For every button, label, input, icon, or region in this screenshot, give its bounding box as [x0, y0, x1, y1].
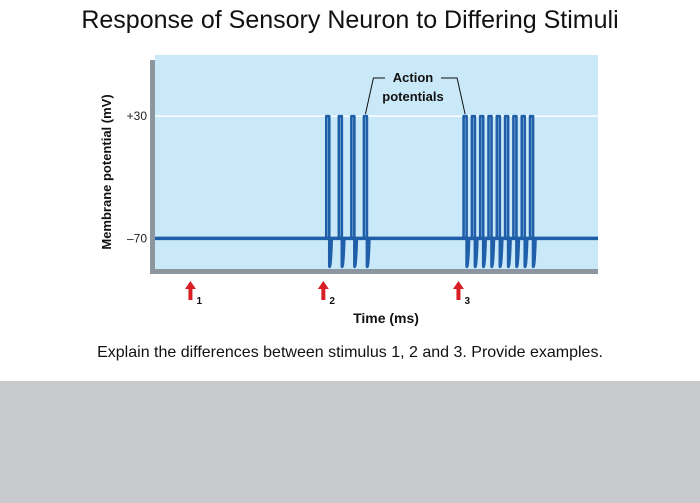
footer-panel	[0, 381, 700, 503]
stimulus-label: 3	[464, 296, 470, 307]
y-tick-label: +30	[127, 109, 148, 123]
action-potential-spike	[512, 114, 521, 269]
chart-title: Response of Sensory Neuron to Differing …	[81, 6, 619, 34]
action-potential-spike	[503, 114, 512, 269]
neuron-response-chart: +30 –70 Membrane potential (mV) Action po…	[99, 55, 598, 326]
stimulus-arrow-3	[452, 281, 464, 300]
question-text: Explain the differences between stimulus…	[97, 344, 603, 361]
action-potential-spike	[350, 114, 359, 269]
action-potential-spike	[528, 114, 537, 269]
action-potential-spike	[462, 114, 471, 269]
stimulus-arrow-1	[184, 281, 196, 300]
action-potential-spike	[487, 114, 496, 269]
stimulus-arrow-2	[317, 281, 329, 300]
annotation-line-2: potentials	[382, 89, 443, 104]
action-potential-spike	[470, 114, 479, 269]
action-potential-spike	[324, 114, 334, 269]
action-potential-spike	[495, 114, 504, 269]
annotation-line-1: Action	[393, 70, 434, 85]
stimulus-label: 1	[196, 296, 202, 307]
stimulus-label: 2	[329, 296, 335, 307]
x-axis-label: Time (ms)	[353, 310, 419, 326]
y-axis-label: Membrane potential (mV)	[99, 94, 114, 249]
annotation-bracket	[364, 77, 466, 115]
action-potential-spike	[520, 114, 529, 269]
y-tick-label: –70	[127, 231, 147, 245]
action-potential-spike	[337, 114, 346, 269]
action-potential-spike	[362, 114, 371, 269]
action-potential-spike	[478, 114, 488, 269]
